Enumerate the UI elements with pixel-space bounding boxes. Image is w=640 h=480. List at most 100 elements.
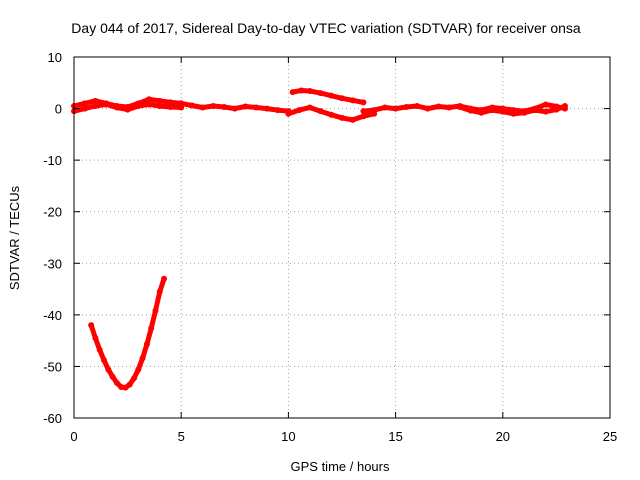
data-point	[349, 116, 356, 123]
data-point	[298, 87, 305, 94]
data-point	[135, 102, 142, 109]
data-point	[542, 101, 549, 108]
data-point	[167, 99, 174, 106]
data-point	[381, 104, 388, 111]
data-point	[360, 99, 367, 106]
grid-lines	[74, 57, 610, 418]
y-tick-label: 0	[55, 102, 62, 117]
data-point	[253, 104, 260, 111]
data-point	[328, 111, 335, 118]
data-point	[306, 104, 313, 111]
data-point	[156, 102, 163, 109]
y-tick-label: -10	[43, 153, 62, 168]
x-tick-label: 10	[281, 429, 295, 444]
x-tick-label: 5	[178, 429, 185, 444]
data-point	[109, 373, 116, 380]
data-point	[139, 355, 146, 362]
data-point	[131, 375, 138, 382]
data-point	[263, 105, 270, 112]
y-tick-label: -20	[43, 205, 62, 220]
data-point	[499, 108, 506, 115]
data-point	[285, 110, 292, 117]
data-point	[188, 102, 195, 109]
data-point	[306, 88, 313, 95]
x-tick-label: 0	[70, 429, 77, 444]
data-point	[122, 384, 129, 391]
data-point	[178, 104, 185, 111]
y-tick-label: -30	[43, 256, 62, 271]
data-point	[349, 97, 356, 104]
plot-frame	[73, 56, 611, 419]
data-point	[489, 107, 496, 114]
data-point	[156, 288, 163, 295]
data-point	[478, 109, 485, 116]
data-point	[146, 96, 153, 103]
axis-ticks: 0 5 10 15 20 25 10 0 -10 -20 -30 -40 -50 -60	[43, 50, 617, 444]
y-axis-label: SDTVAR / TECUs	[7, 185, 22, 290]
data-point	[92, 102, 99, 109]
data-point	[456, 104, 463, 111]
data-series	[71, 87, 568, 391]
data-point	[156, 97, 163, 104]
data-point	[81, 105, 88, 112]
data-point	[339, 114, 345, 121]
data-point	[274, 107, 281, 114]
data-point	[88, 322, 95, 329]
data-point	[561, 102, 568, 109]
y-tick-label: -60	[43, 411, 62, 426]
data-point	[542, 108, 549, 115]
data-point	[221, 104, 228, 111]
data-point	[152, 307, 159, 314]
data-point	[360, 113, 367, 120]
data-point	[161, 275, 168, 282]
data-point	[296, 107, 303, 114]
data-point	[81, 100, 88, 107]
data-point	[446, 104, 453, 111]
data-point	[146, 101, 153, 108]
x-axis-label: GPS time / hours	[291, 459, 390, 474]
data-point	[339, 95, 345, 102]
series-satellite-track-g	[88, 276, 167, 391]
data-point	[92, 97, 99, 104]
data-point	[143, 341, 150, 348]
chart-title: Day 044 of 2017, Sidereal Day-to-day VTE…	[71, 20, 581, 36]
data-point	[317, 108, 324, 115]
data-point	[242, 103, 249, 110]
data-point	[105, 366, 112, 373]
data-point	[531, 107, 538, 114]
data-point	[392, 105, 399, 112]
data-point	[148, 325, 155, 332]
y-tick-label: -40	[43, 308, 62, 323]
data-point	[178, 100, 185, 107]
data-point	[424, 105, 431, 112]
data-point	[96, 346, 103, 353]
data-point	[403, 104, 410, 111]
data-point	[510, 110, 517, 117]
y-tick-label: -50	[43, 359, 62, 374]
data-point	[135, 366, 142, 373]
data-point	[199, 104, 206, 111]
x-tick-label: 20	[496, 429, 510, 444]
data-point	[328, 92, 335, 99]
data-point	[167, 104, 174, 111]
data-point	[553, 106, 560, 113]
data-point	[113, 379, 120, 386]
data-point	[435, 103, 442, 110]
data-point	[231, 105, 238, 112]
data-point	[113, 104, 120, 111]
x-tick-label: 25	[603, 429, 617, 444]
data-point	[101, 357, 108, 364]
data-point	[289, 89, 296, 96]
data-point	[317, 90, 324, 97]
data-point	[210, 102, 217, 109]
data-point	[467, 107, 474, 114]
data-point	[92, 335, 99, 342]
data-point	[124, 106, 131, 113]
data-point	[371, 107, 378, 114]
data-point	[414, 102, 421, 109]
y-tick-label: 10	[48, 50, 62, 65]
x-tick-label: 15	[388, 429, 402, 444]
data-point	[360, 108, 367, 115]
data-point	[521, 109, 528, 116]
